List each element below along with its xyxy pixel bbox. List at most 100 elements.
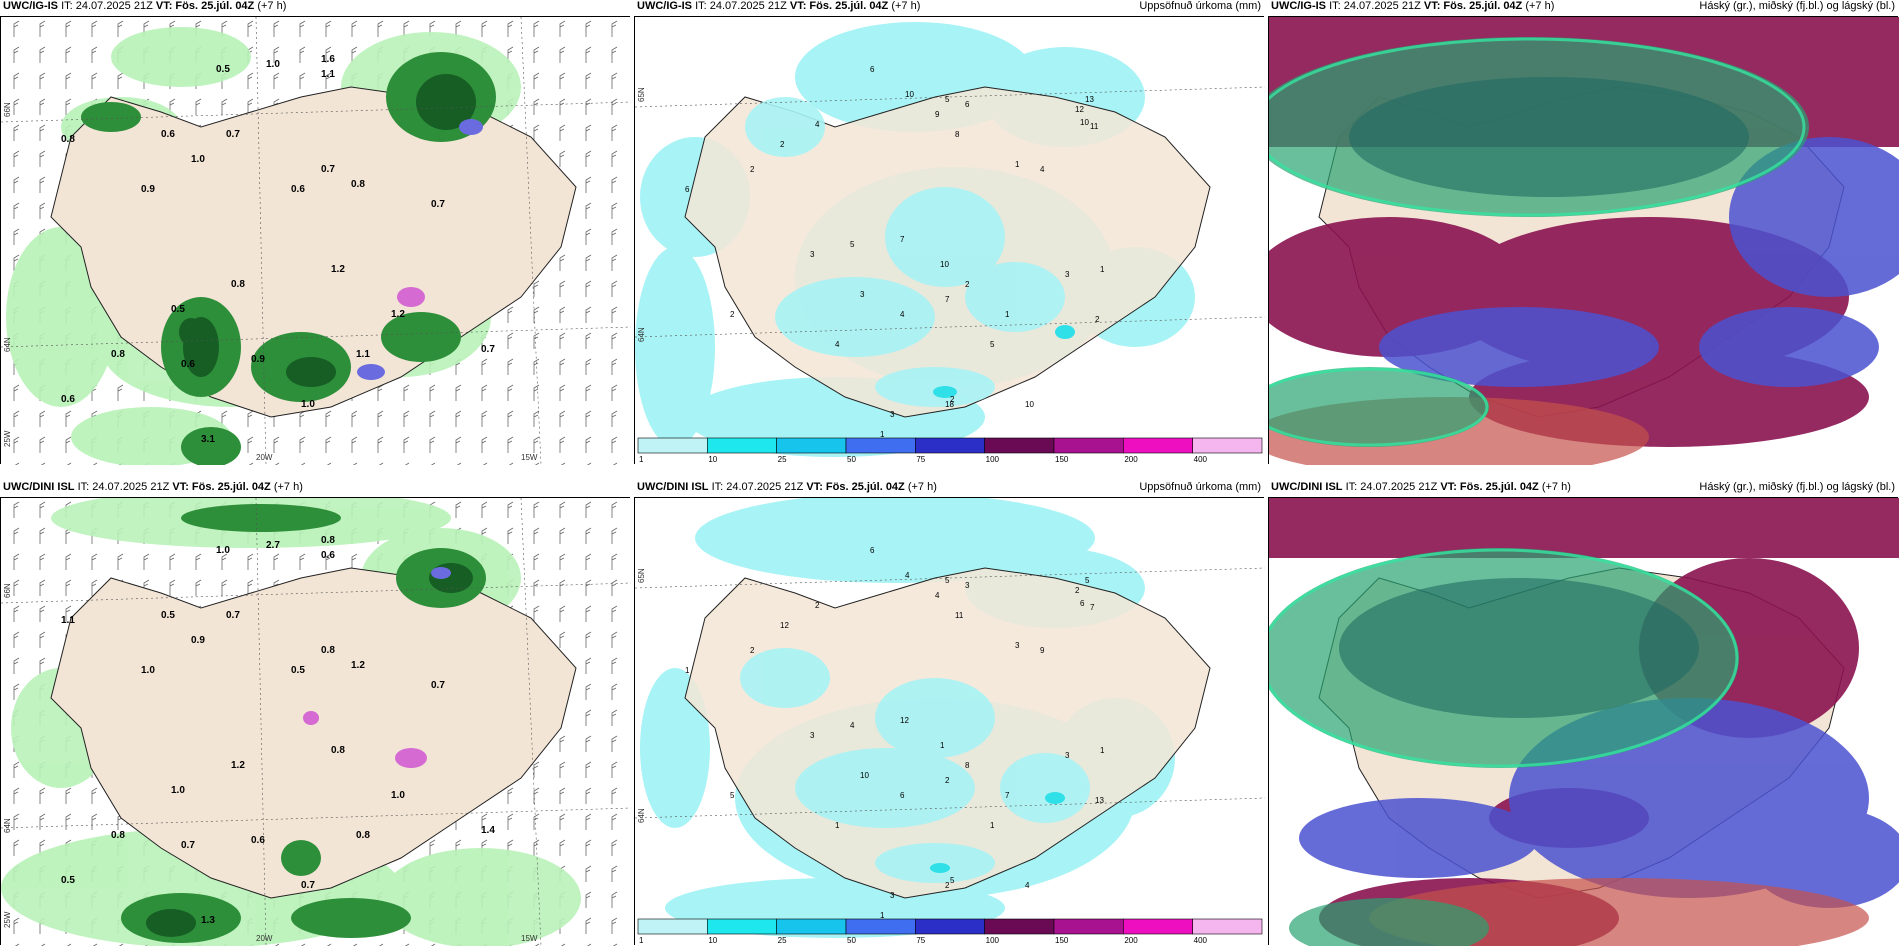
row2-precip-map[interactable]: 6453212114256739123412181067512313142351… — [635, 498, 1265, 946]
precip-value-label: 1.0 — [141, 665, 155, 676]
precip-value-label: 0.9 — [251, 354, 265, 365]
precip-value-label: 1.0 — [301, 399, 315, 410]
it-label: IT: 24.07.2025 21Z — [61, 0, 153, 12]
row1-precip-map[interactable]: 6105642891213101114623571023412573211013… — [635, 17, 1265, 465]
accum-value-label: 6 — [900, 791, 905, 800]
row-2: UWC/DINI ISL IT: 24.07.2025 21Z VT: Fös.… — [0, 481, 1900, 950]
model-name: UWC/IG-IS — [637, 0, 692, 12]
legend-tick-label: 200 — [1124, 936, 1138, 944]
it-label: IT: 24.07.2025 21Z — [695, 0, 787, 12]
accum-value-label: 6 — [1080, 599, 1085, 608]
precip-value-label: 0.8 — [231, 279, 245, 290]
precip-value-label: 0.7 — [181, 840, 195, 851]
row1-cloud-map[interactable] — [1269, 17, 1899, 465]
row2-cloud-panel: UWC/DINI ISL IT: 24.07.2025 21Z VT: Fös.… — [1268, 481, 1899, 946]
legend-tick-label: 10 — [708, 455, 717, 463]
accum-value-label: 5 — [990, 340, 995, 349]
row2-cloud-map[interactable] — [1269, 498, 1899, 946]
precip-value-label: 1.0 — [191, 154, 205, 165]
row2-wind-map[interactable]: 1.0 2.7 0.8 0.6 0.5 0.7 1.1 0.9 1.0 0.8 0.5 1.2 0.8 0… — [1, 498, 631, 946]
precip-value-label: 0.8 — [356, 830, 370, 841]
cloud-right-title: Háský (gr.), miðský (fj.bl.) og lágský (… — [1699, 0, 1895, 12]
legend-swatch — [1192, 918, 1263, 935]
precip-colorbar: 1 10 25 50 75 100 150 200 400 — [637, 437, 1263, 464]
accum-value-label: 1 — [685, 666, 690, 675]
accum-value-label: 2 — [780, 140, 785, 149]
row1-wind-panel: UWC/IG-IS IT: 24.07.2025 21Z VT: Fös. 25… — [0, 0, 631, 465]
accum-value-label: 3 — [810, 250, 815, 259]
precip-value-label: 1.0 — [391, 790, 405, 801]
lat-label: 64N — [3, 337, 12, 352]
legend-swatch — [1123, 918, 1193, 935]
legend-swatch — [845, 918, 916, 935]
precip-value-label: 0.9 — [191, 635, 205, 646]
row-1: UWC/IG-IS IT: 24.07.2025 21Z VT: Fös. 25… — [0, 0, 1900, 470]
precip-right-title: Uppsöfnuð úrkoma (mm) — [1139, 481, 1261, 493]
legend-tick-label: 1 — [639, 936, 644, 944]
accum-value-label: 12 — [780, 621, 789, 630]
precip-value-label: 1.0 — [266, 59, 280, 70]
accum-value-label: 6 — [965, 100, 970, 109]
precip-value-label: 0.6 — [181, 359, 195, 370]
accum-value-label: 5 — [850, 240, 855, 249]
accum-value-label: 1 — [990, 821, 995, 830]
accum-value-label: 3 — [860, 290, 865, 299]
accum-value-label: 10 — [1025, 400, 1034, 409]
row1-precip-panel: UWC/IG-IS IT: 24.07.2025 21Z VT: Fös. 25… — [634, 0, 1265, 465]
precip-value-label: 0.7 — [226, 129, 240, 140]
lat-label: 64N — [3, 818, 12, 833]
accum-value-label: 4 — [905, 571, 910, 580]
accum-value-label: 6 — [685, 185, 690, 194]
precip-value-label: 0.6 — [291, 184, 305, 195]
lead-label: (+7 h) — [273, 481, 303, 493]
iceland-landmass — [50, 567, 577, 899]
accum-value-label: 2 — [750, 646, 755, 655]
accum-value-label: 7 — [1090, 603, 1095, 612]
accum-value-label: 3 — [965, 581, 970, 590]
row1-wind-map[interactable]: 0.5 1.0 1.6 1.1 0.6 0.7 0.8 1.0 0.9 0.7 0.6 0.8 1.2 0… — [1, 17, 631, 465]
model-name: UWC/DINI ISL — [1271, 481, 1343, 493]
precip-value-label: 0.5 — [291, 665, 305, 676]
precip-legend: 1 10 25 50 75 100 150 200 400 — [637, 918, 1263, 945]
accum-value-label: 7 — [1005, 791, 1010, 800]
accum-value-label: 11 — [955, 611, 964, 620]
precip-value-label: 0.8 — [321, 535, 335, 546]
lat-label: 25W — [3, 911, 12, 928]
precip-value-label: 0.8 — [331, 745, 345, 756]
precip-value-label: 1.3 — [201, 915, 215, 926]
accum-value-label: 1 — [1015, 160, 1020, 169]
row1-cloud-title: UWC/IG-IS IT: 24.07.2025 21Z VT: Fös. 25… — [1271, 0, 1554, 12]
precip-value-label: 1.2 — [351, 660, 365, 671]
model-name: UWC/IG-IS — [3, 0, 58, 12]
precip-value-label: 1.2 — [231, 760, 245, 771]
precip-value-label: 1.1 — [321, 69, 335, 80]
vt-label: VT: Fös. 25.júl. 04Z — [789, 0, 889, 12]
legend-swatch — [1192, 437, 1263, 454]
legend-tick-label: 50 — [847, 455, 856, 463]
accum-value-label: 7 — [945, 295, 950, 304]
accum-value-label: 4 — [1025, 881, 1030, 890]
legend-swatch — [1053, 918, 1124, 935]
accum-value-label: 10 — [940, 260, 949, 269]
precip-right-title: Uppsöfnuð úrkoma (mm) — [1139, 0, 1261, 12]
row2-wind-panel: UWC/DINI ISL IT: 24.07.2025 21Z VT: Fös.… — [0, 481, 631, 946]
precip-value-label: 0.5 — [216, 64, 230, 75]
accum-value-label: 6 — [870, 546, 875, 555]
legend-tick-label: 50 — [847, 936, 856, 944]
accum-value-label: 18 — [945, 400, 954, 409]
accum-value-label: 3 — [1015, 641, 1020, 650]
accum-value-label: 2 — [730, 310, 735, 319]
lon-label: 20W — [256, 934, 273, 943]
precip-value-label: 1.6 — [321, 54, 335, 65]
row2-wind-title: UWC/DINI ISL IT: 24.07.2025 21Z VT: Fös.… — [3, 481, 303, 493]
legend-swatch — [915, 437, 985, 454]
precip-colorbar: 1 10 25 50 75 100 150 200 400 — [637, 918, 1263, 945]
accum-value-label: 4 — [1040, 165, 1045, 174]
legend-swatch — [984, 918, 1055, 935]
lat-label: 66N — [3, 102, 12, 117]
accum-value-label: 2 — [945, 881, 950, 890]
accum-value-label: 3 — [1065, 751, 1070, 760]
lat-label: 64N — [637, 808, 646, 823]
precip-value-label: 1.2 — [331, 264, 345, 275]
precip-value-label: 0.8 — [111, 349, 125, 360]
